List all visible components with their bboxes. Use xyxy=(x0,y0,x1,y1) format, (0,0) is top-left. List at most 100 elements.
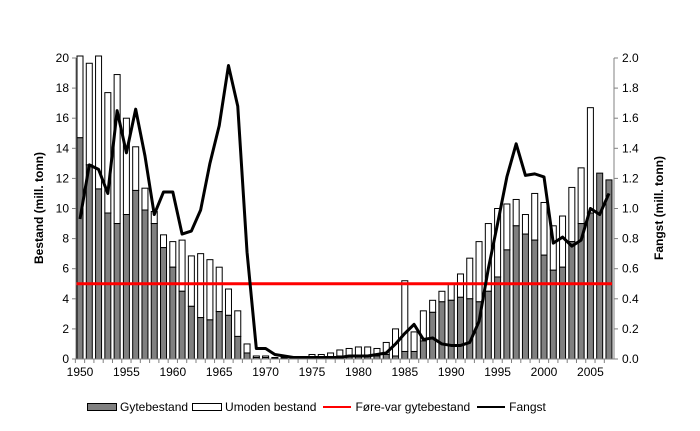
bar-gytebestand-1959 xyxy=(160,247,168,360)
bar-gytebestand-1951 xyxy=(85,164,93,360)
bar-umoden-1968 xyxy=(243,343,251,354)
bar-gytebestand-1992 xyxy=(466,298,474,360)
x-tick-label: 1990 xyxy=(438,365,465,379)
bar-gytebestand-1996 xyxy=(503,249,511,360)
bar-umoden-1963 xyxy=(197,253,205,319)
x-tick-label: 1960 xyxy=(159,365,186,379)
bar-umoden-1953 xyxy=(104,92,112,214)
y2-tick-label: 1.8 xyxy=(622,81,639,95)
bar-umoden-1951 xyxy=(85,62,93,166)
bar-gytebestand-1956 xyxy=(132,189,140,360)
y-tick-label: 10 xyxy=(56,202,70,216)
bar-gytebestand-1964 xyxy=(206,319,214,360)
y-tick-label: 6 xyxy=(62,262,69,276)
x-tick-label: 1975 xyxy=(299,365,326,379)
bar-gytebestand-1991 xyxy=(456,296,464,360)
bar-gytebestand-1952 xyxy=(95,188,103,360)
y2-tick-label: 0.6 xyxy=(622,262,639,276)
bar-gytebestand-1997 xyxy=(512,225,520,360)
bar-gytebestand-1990 xyxy=(447,299,455,360)
bar-gytebestand-2006 xyxy=(596,172,604,360)
bar-gytebestand-1958 xyxy=(150,223,158,360)
bar-umoden-2003 xyxy=(568,186,576,243)
bar-umoden-1993 xyxy=(475,241,483,303)
bar-umoden-1959 xyxy=(160,234,168,249)
bar-umoden-1986 xyxy=(410,331,418,352)
y-tick-label: 14 xyxy=(56,141,70,155)
bar-gytebestand-1954 xyxy=(113,223,121,360)
bar-umoden-2000 xyxy=(540,201,548,256)
bar-gytebestand-1985 xyxy=(401,350,409,360)
bar-umoden-1966 xyxy=(224,288,232,316)
bar-gytebestand-1955 xyxy=(122,214,130,360)
y2-tick-label: 0.8 xyxy=(622,232,639,246)
bar-gytebestand-1988 xyxy=(429,311,437,360)
y-tick-label: 12 xyxy=(56,171,70,185)
x-tick-label: 1985 xyxy=(391,365,418,379)
y-tick-label: 18 xyxy=(56,81,70,95)
bar-gytebestand-1995 xyxy=(494,276,502,360)
bar-umoden-1990 xyxy=(447,283,455,301)
legend-swatch-fangst xyxy=(477,406,506,408)
catch-line xyxy=(78,64,611,359)
y-tick-label: 0 xyxy=(62,352,69,366)
axes: 0 2 4 6 8 10 12 14 16 18 20 0.0 0.2 0.4 0.6 0.8 1.0 1.2 1.… xyxy=(56,51,639,379)
y2-tick-label: 1.0 xyxy=(622,202,639,216)
bar-umoden-2002 xyxy=(559,215,567,268)
y-tick-label: 16 xyxy=(56,111,70,125)
legend-label: Fangst xyxy=(509,400,546,414)
legend: Gytebestand Umoden bestand Føre-var gyte… xyxy=(87,400,550,414)
y-axis-label: Bestand (mill. tonn) xyxy=(32,152,46,264)
bar-umoden-1978 xyxy=(336,349,344,357)
bar-gytebestand-1987 xyxy=(419,340,427,360)
y-tick-label: 2 xyxy=(62,322,69,336)
bar-umoden-1999 xyxy=(531,192,539,241)
bar-umoden-1964 xyxy=(206,259,214,321)
bar-gytebestand-1950 xyxy=(76,137,84,360)
legend-label: Umoden bestand xyxy=(225,400,317,414)
bar-umoden-1998 xyxy=(521,214,529,235)
bar-gytebestand-1983 xyxy=(382,353,390,360)
bar-gytebestand-1965 xyxy=(215,311,223,360)
y2-tick-label: 1.4 xyxy=(622,141,639,155)
y2-axis-label: Fangst (mill. tonn) xyxy=(652,156,666,260)
bar-umoden-1997 xyxy=(512,198,520,227)
bar-umoden-1985 xyxy=(401,280,409,352)
bar-umoden-1992 xyxy=(466,257,474,300)
bar-gytebestand-1986 xyxy=(410,350,418,360)
legend-swatch-forevar xyxy=(323,406,352,408)
bar-gytebestand-2003 xyxy=(568,241,576,360)
bar-gytebestand-1961 xyxy=(178,290,186,360)
bar-umoden-1996 xyxy=(503,203,511,251)
y-tick-label: 4 xyxy=(62,292,69,306)
bar-umoden-1956 xyxy=(132,146,140,191)
legend-swatch-gytebestand xyxy=(87,403,117,411)
bar-umoden-1967 xyxy=(234,310,242,337)
x-tick-label: 1980 xyxy=(345,365,372,379)
bar-gytebestand-2005 xyxy=(586,212,594,360)
bar-umoden-2005 xyxy=(586,107,594,214)
bars-group xyxy=(76,55,613,360)
x-tick-label: 1970 xyxy=(252,365,279,379)
y2-tick-label: 2.0 xyxy=(622,51,639,65)
bar-gytebestand-1963 xyxy=(197,317,205,360)
bar-gytebestand-1966 xyxy=(224,314,232,360)
bar-umoden-1950 xyxy=(76,55,84,139)
bar-umoden-1955 xyxy=(122,117,130,216)
bar-gytebestand-1999 xyxy=(531,239,539,360)
x-tick-label: 1955 xyxy=(113,365,140,379)
y2-tick-label: 1.6 xyxy=(622,111,639,125)
bar-umoden-1954 xyxy=(113,74,121,225)
bar-gytebestand-2007 xyxy=(605,179,613,360)
y2-tick-label: 0.0 xyxy=(622,352,639,366)
x-tick-label: 1995 xyxy=(484,365,511,379)
bar-umoden-1962 xyxy=(187,255,195,307)
y-tick-label: 20 xyxy=(56,51,70,65)
x-tick-label: 1965 xyxy=(206,365,233,379)
x-tick-label: 2000 xyxy=(531,365,558,379)
bar-gytebestand-1953 xyxy=(104,212,112,360)
y2-tick-label: 0.2 xyxy=(622,322,639,336)
bar-umoden-1957 xyxy=(141,187,149,211)
bar-gytebestand-2004 xyxy=(577,223,585,360)
